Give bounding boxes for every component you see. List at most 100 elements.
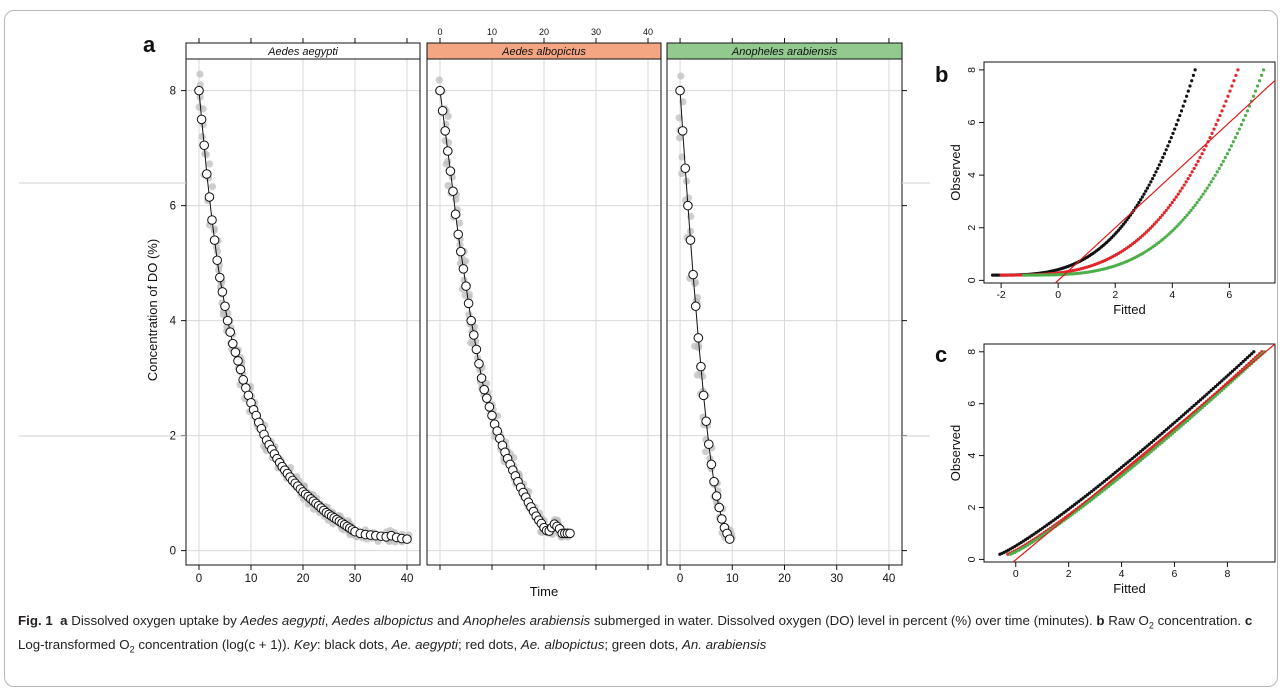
data-point bbox=[1152, 222, 1156, 226]
data-point bbox=[1164, 148, 1168, 152]
data-point bbox=[1191, 73, 1196, 77]
data-point bbox=[1139, 449, 1143, 454]
data-point bbox=[1221, 159, 1225, 163]
data-point bbox=[1192, 166, 1196, 171]
data-point bbox=[1233, 136, 1237, 140]
raw-point bbox=[678, 153, 686, 161]
data-point bbox=[1159, 159, 1163, 163]
raw-point bbox=[675, 114, 683, 122]
data-point bbox=[469, 330, 479, 340]
data-point bbox=[1156, 444, 1160, 448]
caption-key-label: Key bbox=[293, 636, 317, 652]
data-point bbox=[1229, 144, 1233, 148]
data-point bbox=[435, 85, 445, 96]
raw-point bbox=[693, 293, 702, 302]
data-point bbox=[1173, 226, 1177, 230]
data-point bbox=[1189, 208, 1193, 212]
raw-point bbox=[677, 72, 685, 80]
strip-label: Anopheles arabiensis bbox=[731, 46, 838, 58]
y-tick-label: 2 bbox=[966, 504, 978, 510]
data-point bbox=[1156, 166, 1160, 171]
data-point bbox=[1196, 409, 1200, 413]
data-point bbox=[437, 105, 448, 116]
data-point bbox=[685, 235, 696, 245]
data-point bbox=[1174, 123, 1178, 127]
data-point bbox=[1209, 180, 1213, 184]
data-point bbox=[1255, 84, 1260, 88]
data-point bbox=[1190, 405, 1194, 409]
strip-label: Aedes albopictus bbox=[501, 46, 586, 58]
data-point bbox=[1156, 435, 1160, 439]
data-point bbox=[1158, 215, 1162, 220]
data-point bbox=[1230, 84, 1234, 88]
x-tick-label: 4 bbox=[1169, 289, 1175, 301]
x-tick-label: -2 bbox=[996, 289, 1005, 301]
data-point bbox=[1181, 104, 1185, 108]
data-point bbox=[1182, 183, 1186, 187]
data-point bbox=[1171, 431, 1175, 435]
data-point bbox=[1109, 483, 1113, 487]
caption-c-text-1: Log-transformed O bbox=[18, 636, 130, 652]
data-point bbox=[1197, 198, 1201, 202]
raw-point bbox=[435, 76, 443, 84]
raw-point bbox=[693, 371, 701, 379]
data-point bbox=[1201, 192, 1205, 196]
data-point bbox=[690, 301, 701, 312]
data-point bbox=[1166, 426, 1171, 430]
data-point bbox=[693, 333, 704, 343]
data-point bbox=[1181, 218, 1185, 222]
data-point bbox=[1245, 356, 1250, 360]
data-point bbox=[1194, 411, 1198, 415]
data-point bbox=[1183, 411, 1188, 415]
caption-key-2: ; red dots, bbox=[458, 636, 521, 652]
data-point bbox=[1150, 177, 1155, 181]
data-point bbox=[1111, 472, 1115, 476]
x-tick-label: 10 bbox=[487, 27, 497, 37]
data-point bbox=[1232, 79, 1236, 83]
data-point bbox=[453, 229, 464, 240]
raw-point bbox=[444, 112, 452, 120]
data-point bbox=[1207, 183, 1211, 187]
x-tick-label: 10 bbox=[726, 573, 739, 585]
data-point bbox=[482, 393, 492, 404]
data-point bbox=[1162, 211, 1166, 215]
data-point bbox=[196, 114, 207, 125]
caption-b-text-1: Raw O bbox=[1108, 613, 1149, 628]
data-point bbox=[1124, 462, 1128, 466]
data-point bbox=[1187, 211, 1191, 215]
data-point bbox=[1198, 155, 1202, 160]
data-point bbox=[1185, 418, 1190, 423]
x-tick-label: 40 bbox=[643, 27, 653, 37]
data-point bbox=[1192, 403, 1196, 408]
data-point bbox=[1193, 203, 1197, 207]
data-point bbox=[1210, 131, 1214, 135]
data-point bbox=[1142, 192, 1146, 196]
figure-caption: Fig. 1 a Dissolved oxygen uptake by Aede… bbox=[18, 609, 1263, 656]
data-point bbox=[1174, 195, 1178, 199]
data-point bbox=[714, 502, 725, 513]
data-point bbox=[1190, 415, 1194, 419]
y-tick-label: 8 bbox=[966, 349, 978, 355]
data-point bbox=[1234, 73, 1238, 77]
data-point bbox=[1149, 180, 1153, 184]
data-point bbox=[1171, 422, 1175, 426]
data-point bbox=[1147, 183, 1151, 187]
data-point bbox=[1213, 384, 1218, 389]
data-point bbox=[1092, 488, 1096, 492]
caption-sp1: Aedes aegypti bbox=[240, 613, 325, 628]
data-point bbox=[1212, 127, 1216, 131]
data-point bbox=[711, 491, 722, 501]
data-point bbox=[1175, 428, 1179, 432]
data-point bbox=[1157, 163, 1161, 167]
data-point bbox=[1251, 94, 1256, 98]
data-point bbox=[1139, 458, 1143, 462]
data-point bbox=[1145, 186, 1150, 190]
series-aegypti bbox=[990, 68, 1197, 277]
data-point bbox=[1104, 486, 1109, 490]
data-point bbox=[1107, 476, 1111, 480]
data-point bbox=[1198, 407, 1202, 411]
data-point bbox=[1164, 428, 1168, 432]
data-point bbox=[1154, 220, 1158, 224]
reference-line bbox=[1054, 79, 1276, 284]
